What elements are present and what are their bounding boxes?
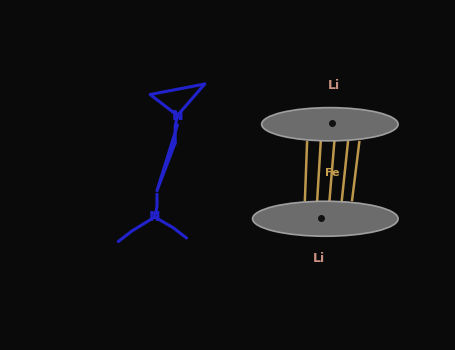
Text: Li: Li [313,252,324,266]
Text: Fe: Fe [325,168,339,178]
Ellipse shape [253,201,398,236]
Text: N: N [172,108,183,122]
Text: N: N [149,210,161,224]
Ellipse shape [262,108,398,141]
Text: Li: Li [329,79,340,92]
